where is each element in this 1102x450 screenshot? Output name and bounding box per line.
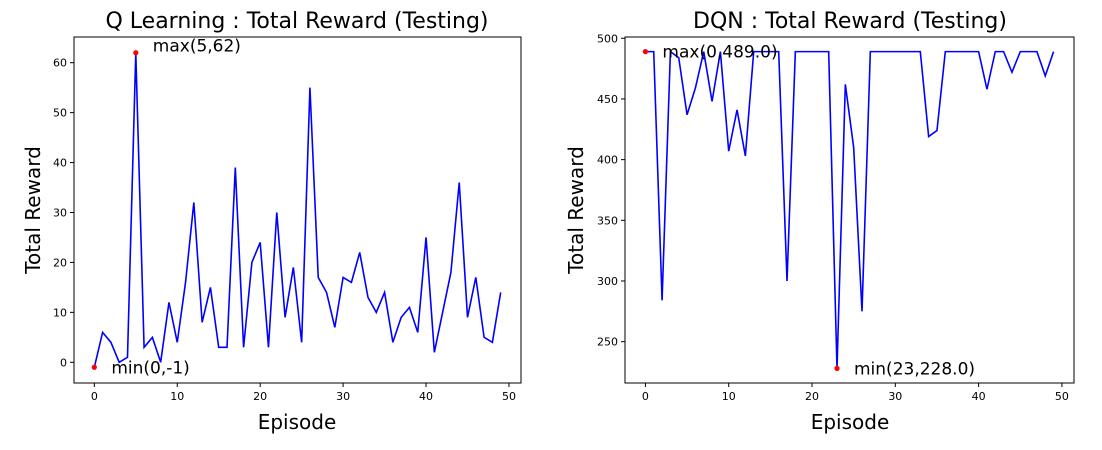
- x-tick-label: 20: [805, 390, 819, 403]
- y-tick-label: 250: [597, 336, 618, 349]
- chart-title: DQN : Total Reward (Testing): [693, 9, 1007, 34]
- x-tick-label: 40: [419, 390, 433, 403]
- annotation-label: max(5,62): [153, 37, 241, 57]
- x-tick-label: 40: [972, 390, 986, 403]
- annotation-label: min(23,228.0): [854, 359, 975, 379]
- plot-area: [624, 36, 1075, 384]
- x-tick-label: 10: [170, 390, 184, 403]
- x-tick-label: 20: [253, 390, 267, 403]
- plot-area: [73, 36, 522, 384]
- annotation-marker: [642, 49, 649, 55]
- y-axis-label: Total Reward: [564, 146, 588, 275]
- y-tick-label: 20: [53, 256, 67, 269]
- annotation-label: max(0,489.0): [662, 43, 777, 63]
- y-tick-label: 60: [53, 57, 67, 70]
- annotation-marker: [91, 364, 97, 370]
- y-tick-label: 500: [597, 32, 618, 45]
- series-line: [645, 50, 1055, 369]
- y-tick-label: 450: [597, 93, 618, 106]
- chart-title: Q Learning : Total Reward (Testing): [105, 9, 488, 34]
- x-tick-label: 50: [502, 390, 516, 403]
- x-tick-label: 30: [888, 390, 902, 403]
- y-tick-label: 50: [53, 107, 67, 120]
- chart-qlearning: Q Learning : Total Reward (Testing) Epis…: [21, 9, 522, 434]
- x-axis-label: Episode: [258, 410, 337, 434]
- y-tick-label: 0: [60, 356, 67, 369]
- x-tick-label: 0: [91, 390, 98, 403]
- y-tick-label: 400: [597, 154, 618, 167]
- annotation-marker: [133, 50, 139, 56]
- y-tick-label: 10: [53, 306, 67, 319]
- series-line: [93, 52, 502, 368]
- y-tick-label: 40: [53, 157, 67, 170]
- x-tick-label: 50: [1055, 390, 1069, 403]
- y-tick-label: 350: [597, 214, 618, 227]
- chart-dqn: DQN : Total Reward (Testing) Episode Tot…: [564, 9, 1075, 434]
- x-tick-label: 30: [336, 390, 350, 403]
- y-axis-label: Total Reward: [21, 146, 45, 275]
- x-tick-label: 0: [642, 390, 649, 403]
- x-axis-label: Episode: [811, 410, 890, 434]
- x-tick-label: 10: [722, 390, 736, 403]
- y-tick-label: 30: [53, 206, 67, 219]
- annotation-marker: [834, 365, 840, 371]
- y-tick-label: 300: [597, 275, 618, 288]
- annotation-label: min(0,-1): [111, 358, 189, 378]
